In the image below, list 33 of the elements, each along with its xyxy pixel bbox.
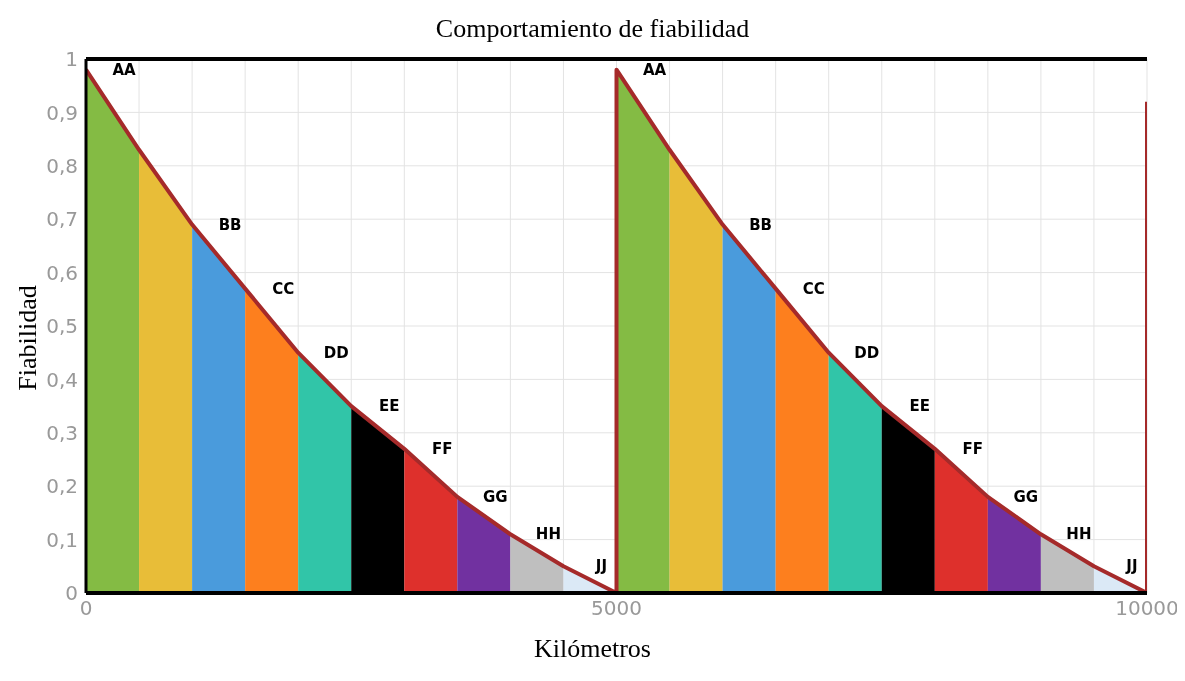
y-tick-label: 0,9 bbox=[46, 100, 78, 125]
annotation: FF bbox=[962, 439, 984, 458]
x-tick-label: 5000 bbox=[591, 596, 642, 621]
annotation: BB bbox=[218, 215, 242, 234]
y-tick-label: 1 bbox=[65, 47, 78, 72]
annotation: GG bbox=[1013, 487, 1039, 506]
x-axis-title: Kilómetros bbox=[533, 634, 652, 664]
annotation: JJ bbox=[594, 557, 608, 576]
annotation: DD bbox=[854, 343, 880, 362]
annotation: HH bbox=[1066, 525, 1092, 544]
annotation: CC bbox=[802, 279, 825, 298]
annotation: JJ bbox=[1125, 557, 1138, 576]
annotation: AA bbox=[112, 60, 136, 79]
y-tick-label: 0,6 bbox=[46, 260, 78, 285]
y-tick-label: 0,7 bbox=[46, 207, 78, 232]
annotation: BB bbox=[749, 215, 773, 234]
y-tick-label: 0,5 bbox=[46, 314, 78, 339]
y-tick-label: 0,2 bbox=[46, 474, 78, 499]
y-tick-label: 0,3 bbox=[46, 420, 78, 445]
chart-title: Comportamiento de fiabilidad bbox=[434, 14, 751, 44]
y-tick-label: 0,4 bbox=[46, 367, 78, 392]
annotation: CC bbox=[272, 279, 295, 298]
y-tick-label: 0,1 bbox=[46, 527, 78, 552]
annotation: AA bbox=[642, 60, 667, 79]
annotation: FF bbox=[432, 439, 453, 458]
y-tick-label: 0,8 bbox=[46, 153, 78, 178]
annotation: EE bbox=[909, 397, 930, 416]
annotation: DD bbox=[323, 343, 349, 362]
x-tick-label: 10000 bbox=[1115, 596, 1179, 621]
y-axis-title: Fiabilidad bbox=[13, 285, 43, 391]
annotation: EE bbox=[379, 397, 400, 416]
annotation: GG bbox=[483, 487, 508, 506]
annotation: HH bbox=[535, 525, 561, 544]
